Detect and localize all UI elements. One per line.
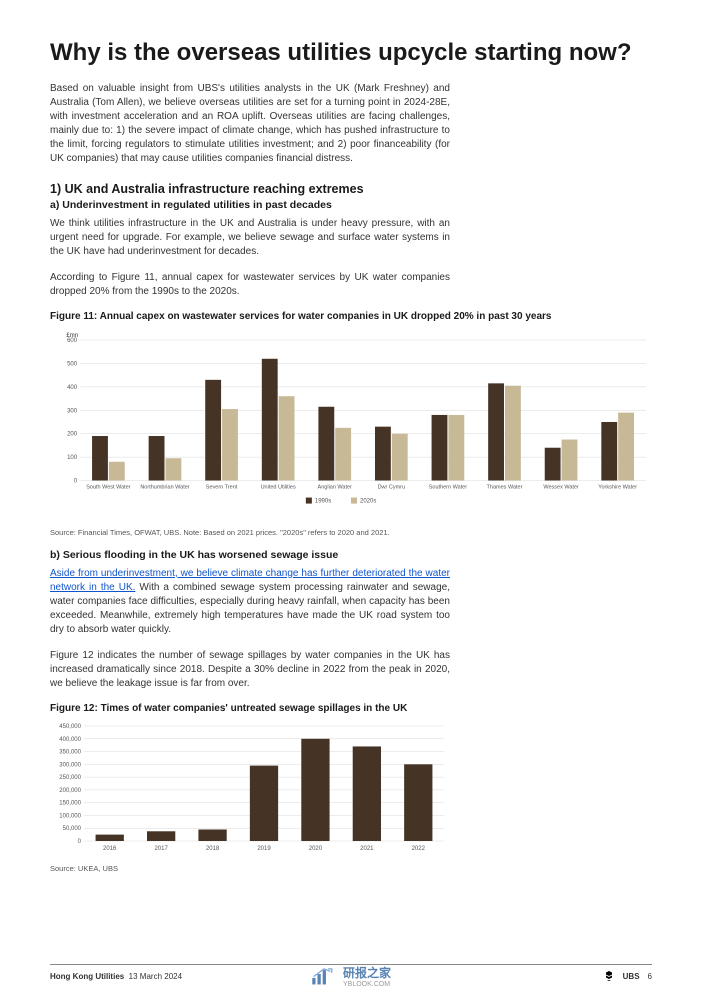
svg-text:Thames Water: Thames Water bbox=[487, 485, 523, 491]
svg-text:1990s: 1990s bbox=[315, 499, 331, 505]
svg-text:Wessex Water: Wessex Water bbox=[543, 485, 579, 491]
svg-text:2016: 2016 bbox=[103, 846, 117, 852]
svg-text:0: 0 bbox=[78, 839, 82, 845]
intro-paragraph: Based on valuable insight from UBS's uti… bbox=[50, 82, 450, 166]
svg-text:Severn Trent: Severn Trent bbox=[206, 485, 238, 491]
svg-text:450,000: 450,000 bbox=[59, 724, 81, 730]
svg-text:Anglian Water: Anglian Water bbox=[318, 485, 353, 491]
svg-text:2022: 2022 bbox=[412, 846, 426, 852]
svg-text:0: 0 bbox=[74, 479, 78, 485]
svg-text:Southern Water: Southern Water bbox=[429, 485, 467, 491]
svg-text:400: 400 bbox=[67, 385, 78, 391]
svg-text:Yorkshire Water: Yorkshire Water bbox=[598, 485, 637, 491]
svg-text:100,000: 100,000 bbox=[59, 813, 81, 819]
svg-text:Northumbrian Water: Northumbrian Water bbox=[140, 485, 189, 491]
section1b-para2: Figure 12 indicates the number of sewage… bbox=[50, 649, 450, 691]
svg-text:2020s: 2020s bbox=[360, 499, 376, 505]
svg-text:100: 100 bbox=[67, 455, 78, 461]
figure12-title: Figure 12: Times of water companies' unt… bbox=[50, 703, 652, 714]
footer-title: Hong Kong Utilities bbox=[50, 972, 124, 981]
svg-text:2019: 2019 bbox=[257, 846, 271, 852]
section1-para1: We think utilities infrastructure in the… bbox=[50, 217, 450, 259]
watermark-name: 研报之家 bbox=[343, 964, 391, 981]
svg-text:South West Water: South West Water bbox=[86, 485, 130, 491]
svg-text:600: 600 bbox=[67, 338, 78, 344]
page-title: Why is the overseas utilities upcycle st… bbox=[50, 38, 652, 68]
svg-text:2020: 2020 bbox=[309, 846, 323, 852]
watermark-url: YBLOOK.COM bbox=[343, 981, 391, 988]
svg-text:2017: 2017 bbox=[154, 846, 168, 852]
section1-para2: According to Figure 11, annual capex for… bbox=[50, 271, 450, 299]
watermark-icon bbox=[311, 965, 337, 987]
svg-text:200,000: 200,000 bbox=[59, 788, 81, 794]
svg-text:300,000: 300,000 bbox=[59, 762, 81, 768]
footer-date: 13 March 2024 bbox=[129, 972, 182, 981]
svg-text:300: 300 bbox=[67, 408, 78, 414]
svg-text:2021: 2021 bbox=[360, 846, 374, 852]
section1b-heading: b) Serious flooding in the UK has worsen… bbox=[50, 549, 652, 561]
svg-text:Dwr Cymru: Dwr Cymru bbox=[378, 485, 406, 491]
footer-page-num: 6 bbox=[648, 972, 652, 981]
figure12-source: Source: UKEA, UBS bbox=[50, 864, 652, 873]
section1b-para1: Aside from underinvestment, we believe c… bbox=[50, 567, 450, 637]
footer-brand: UBS bbox=[623, 972, 640, 981]
footer-left: Hong Kong Utilities 13 March 2024 bbox=[50, 972, 182, 981]
watermark: 研报之家 YBLOOK.COM bbox=[311, 964, 391, 988]
svg-text:United Utilities: United Utilities bbox=[261, 485, 296, 491]
svg-text:200: 200 bbox=[67, 432, 78, 438]
svg-text:150,000: 150,000 bbox=[59, 800, 81, 806]
figure12-chart: 0 50,000 100,000 150,000 200,000 250,000 300,0… bbox=[50, 720, 450, 860]
svg-text:250,000: 250,000 bbox=[59, 775, 81, 781]
svg-text:400,000: 400,000 bbox=[59, 736, 81, 742]
svg-text:350,000: 350,000 bbox=[59, 749, 81, 755]
figure11-source: Source: Financial Times, OFWAT, UBS. Not… bbox=[50, 528, 652, 537]
figure11-title: Figure 11: Annual capex on wastewater se… bbox=[50, 311, 652, 322]
svg-text:50,000: 50,000 bbox=[63, 826, 82, 832]
footer-right: UBS 6 bbox=[603, 970, 652, 982]
figure11-chart: £mn0100200300400500600South West WaterNo… bbox=[50, 328, 652, 524]
ubs-logo-icon bbox=[603, 970, 615, 982]
svg-text:2018: 2018 bbox=[206, 846, 220, 852]
svg-text:500: 500 bbox=[67, 361, 78, 367]
section1a-heading: a) Underinvestment in regulated utilitie… bbox=[50, 199, 652, 211]
section1-heading: 1) UK and Australia infrastructure reach… bbox=[50, 182, 652, 196]
